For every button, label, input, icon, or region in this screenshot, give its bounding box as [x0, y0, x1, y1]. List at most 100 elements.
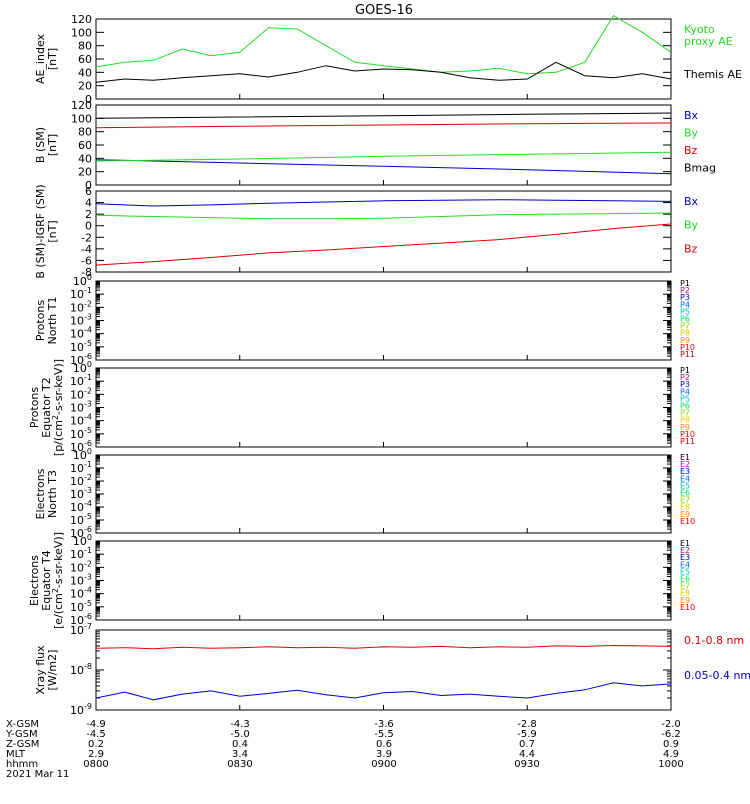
footer-value-4-2: 0900: [371, 759, 396, 770]
footer-value-4-0: 0800: [83, 759, 108, 770]
channel-legend-4-3: P4: [680, 387, 690, 396]
y-tick-label-4-5: 10-5: [70, 426, 92, 441]
y-tick-label-2-0: -8: [81, 266, 92, 279]
y-axis-label-7-1: [W/m2]: [46, 650, 59, 691]
series-line-1-3: [95, 112, 672, 119]
footer-value-2-1: 0.4: [232, 739, 248, 750]
y-tick-label-7-1: 10-8: [70, 662, 92, 677]
legend-0-0-1: proxy AE: [684, 35, 733, 48]
legend-7-0-0: 0.1-0.8 nm: [684, 634, 744, 647]
footer-value-4-4: 1000: [658, 759, 683, 770]
y-tick-label-1-3: 60: [78, 139, 92, 152]
channel-legend-5-5: E6: [680, 489, 690, 498]
channel-legend-5-8: E9: [680, 510, 690, 519]
y-tick-label-3-6: 10-6: [70, 352, 92, 367]
y-tick-label-5-0: 100: [73, 447, 92, 462]
y-tick-label-4-2: 10-2: [70, 386, 92, 401]
y-tick-label-5-3: 10-3: [70, 486, 92, 501]
footer-value-1-1: -5.0: [230, 729, 250, 740]
panel-frame-0: [95, 18, 672, 100]
y-tick-label-5-2: 10-2: [70, 473, 92, 488]
y-tick-label-1-2: 40: [78, 152, 92, 165]
y-tick-label-0-1: 20: [78, 80, 92, 93]
y-tick-label-1-6: 120: [71, 99, 92, 112]
channel-legend-5-3: E4: [680, 474, 690, 483]
footer-value-0-1: -4.3: [230, 719, 250, 730]
y-tick-label-0-3: 60: [78, 53, 92, 66]
channel-legend-6-1: E2: [680, 546, 690, 555]
footer-row-label-2: Z-GSM: [6, 739, 39, 750]
footer-value-1-4: -6.2: [661, 729, 681, 740]
legend-1-1-0: By: [684, 127, 699, 140]
channel-legend-4-5: P6: [680, 402, 690, 411]
y-tick-label-3-1: 10-1: [70, 286, 92, 301]
footer-value-3-1: 3.4: [232, 749, 248, 760]
panel-frame-7: [95, 629, 672, 711]
legend-2-0-0: Bx: [684, 195, 699, 208]
channel-legend-5-9: E10: [680, 517, 695, 526]
channel-legend-6-4: E5: [680, 567, 690, 576]
channel-legend-5-6: E7: [680, 496, 690, 505]
y-tick-label-2-1: -6: [81, 254, 92, 267]
panel-frame-6: [95, 540, 672, 621]
y-axis-label-3-1: North T1: [46, 297, 59, 345]
y-tick-label-6-3: 10-3: [70, 573, 92, 588]
channel-legend-5-2: E3: [680, 467, 690, 476]
channel-legend-6-5: E6: [680, 575, 690, 584]
footer-value-2-4: 0.9: [663, 739, 679, 750]
channel-legend-4-10: P11: [680, 437, 695, 446]
footer-row-label-3: MLT: [6, 749, 26, 760]
y-tick-label-7-2: 10-9: [70, 702, 92, 717]
channel-legend-4-1: P2: [680, 373, 690, 382]
channel-legend-5-1: E2: [680, 460, 690, 469]
channel-legend-6-2: E3: [680, 553, 690, 562]
y-tick-label-0-2: 40: [78, 66, 92, 79]
footer-row-label-0: X-GSM: [6, 719, 39, 730]
channel-legend-6-7: E8: [680, 589, 690, 598]
channel-legend-4-9: P10: [680, 430, 695, 439]
y-tick-label-4-4: 10-4: [70, 413, 92, 428]
y-tick-label-1-0: 0: [85, 179, 92, 192]
channel-legend-6-6: E7: [680, 582, 690, 591]
footer-value-3-3: 4.4: [519, 749, 535, 760]
footer-value-3-0: 2.9: [88, 749, 104, 760]
panel-frame-5: [95, 454, 672, 534]
footer-row-label-1: Y-GSM: [5, 729, 38, 740]
channel-legend-6-3: E4: [680, 560, 690, 569]
footer-value-4-3: 0930: [514, 759, 539, 770]
footer-date: 2021 Mar 11: [6, 769, 69, 780]
legend-1-2-0: Bz: [684, 144, 698, 157]
channel-legend-3-3: P4: [680, 300, 690, 309]
y-tick-label-2-7: 6: [85, 185, 92, 198]
y-axis-label-4-1: Equator T2: [40, 377, 53, 437]
series-line-0-0: [95, 15, 672, 75]
footer-value-1-2: -5.5: [374, 729, 394, 740]
series-line-2-0: [95, 199, 672, 207]
channel-legend-3-9: P10: [680, 343, 695, 352]
y-tick-label-5-4: 10-4: [70, 499, 92, 514]
channel-legend-3-1: P2: [680, 286, 690, 295]
y-axis-label-6-0: Electrons: [28, 555, 41, 606]
y-tick-label-6-1: 10-1: [70, 546, 92, 561]
legend-2-1-0: By: [684, 219, 699, 232]
y-tick-label-0-0: 0: [85, 93, 92, 106]
y-axis-label-4-0: Protons: [28, 387, 41, 428]
y-axis-label-1-1: [nT]: [46, 134, 59, 156]
channel-legend-3-2: P3: [680, 293, 690, 302]
y-tick-label-2-4: 0: [85, 220, 92, 233]
y-tick-label-2-5: 2: [85, 208, 92, 221]
y-tick-label-3-0: 100: [73, 273, 92, 288]
series-line-7-1: [95, 682, 672, 701]
footer-value-0-4: -2.0: [661, 719, 681, 730]
channel-legend-5-7: E8: [680, 503, 690, 512]
y-tick-label-6-2: 10-2: [70, 559, 92, 574]
y-tick-label-7-0: 10-7: [70, 622, 92, 637]
footer-value-2-3: 0.7: [519, 739, 535, 750]
y-axis-label-1-0: B (SM): [34, 127, 47, 163]
channel-legend-3-4: P5: [680, 307, 690, 316]
legend-0-1-0: Themis AE: [683, 68, 742, 81]
series-line-7-0: [95, 644, 672, 650]
y-axis-label-0-0: AE_index: [34, 33, 47, 84]
channel-legend-6-9: E10: [680, 603, 695, 612]
